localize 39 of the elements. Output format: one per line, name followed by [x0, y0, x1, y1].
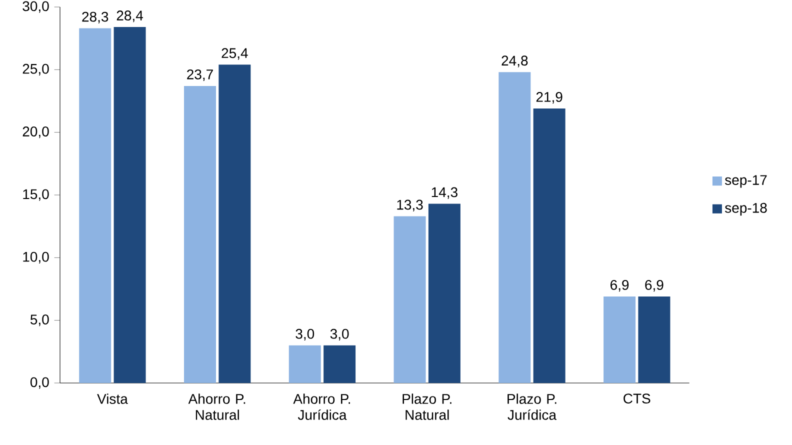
data-label: 28,3 [82, 12, 108, 24]
data-label: 3,0 [330, 328, 349, 340]
y-tick-label: 25,0 [22, 64, 49, 76]
bar [638, 296, 670, 383]
data-label: 23,7 [187, 69, 213, 82]
bar [604, 296, 636, 383]
data-label: 13,3 [397, 200, 423, 212]
y-tick-label: 15,0 [23, 189, 49, 201]
bar [533, 108, 566, 383]
x-tick-label: Plazo P. Natural [402, 394, 452, 420]
bar [498, 72, 531, 383]
bar [184, 86, 216, 383]
x-tick-label: Vista [97, 394, 128, 404]
data-label: 25,4 [222, 48, 248, 60]
bar [114, 27, 146, 383]
bar [288, 345, 321, 383]
y-tick-label: 5,0 [30, 314, 49, 326]
bar [218, 64, 251, 383]
x-tick-label: Ahorro P. Natural [188, 394, 246, 420]
y-tick-label: 10,0 [23, 252, 49, 264]
data-label: 24,8 [502, 56, 528, 68]
legend-label: sep-17 [725, 175, 767, 188]
bar [428, 204, 460, 383]
data-label: 6,9 [645, 280, 664, 292]
y-tick-label: 0,0 [30, 377, 49, 389]
bar [324, 345, 356, 383]
x-tick-label: Ahorro P. Jurídica [293, 394, 350, 420]
data-label: 3,0 [296, 328, 314, 340]
data-label: 28,4 [116, 10, 143, 22]
data-label: 21,9 [536, 92, 562, 104]
x-tick-label: Plazo P. Jurídica [508, 394, 556, 420]
y-tick-label: 20,0 [22, 126, 49, 138]
bar [79, 28, 112, 383]
data-label: 6,9 [610, 280, 629, 292]
bar [394, 216, 426, 383]
y-tick-label: 30,0 [22, 1, 49, 13]
data-label: 14,3 [432, 187, 458, 199]
x-tick-label: CTS [624, 394, 650, 404]
legend-label: sep-18 [725, 202, 767, 216]
